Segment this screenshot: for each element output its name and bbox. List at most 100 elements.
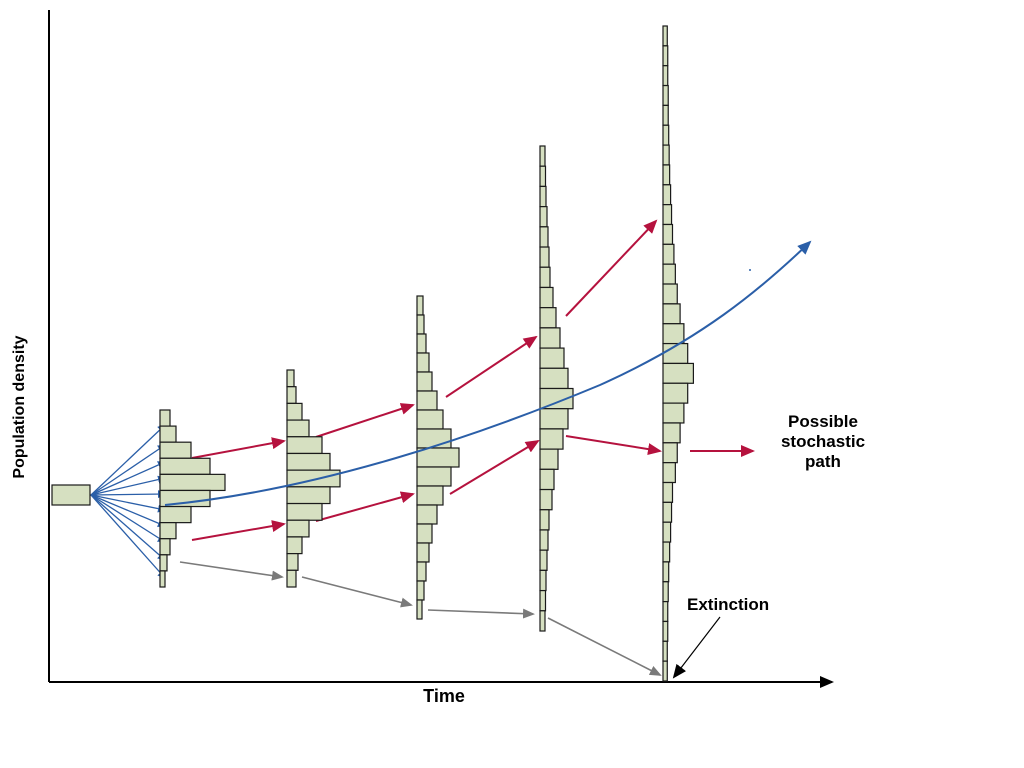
histogram-bar <box>662 541 671 563</box>
histogram-bar <box>286 386 297 404</box>
extinction-label: Extinction <box>687 595 769 614</box>
fan-arrow <box>90 494 166 543</box>
histogram-bar <box>416 333 427 354</box>
histogram-bar <box>662 45 669 67</box>
fan-arrow <box>90 461 166 496</box>
histogram-bar <box>286 452 331 471</box>
histogram-bar <box>286 419 310 438</box>
histogram-1 <box>51 484 91 506</box>
histogram-bar <box>416 466 452 487</box>
red-arrow <box>191 437 286 459</box>
histogram-bar <box>539 488 553 511</box>
fan-arrows <box>90 424 166 579</box>
possible-path-label-line2: stochastic <box>781 432 865 451</box>
histogram-bar <box>539 408 569 430</box>
histogram-bar <box>159 457 211 475</box>
histogram-bar <box>539 246 550 268</box>
histogram-bar <box>416 504 438 525</box>
dot-marker <box>749 269 751 271</box>
histogram-bar <box>51 484 91 506</box>
histogram-bar <box>539 165 547 188</box>
possible-path-label-line3: path <box>805 452 841 471</box>
fan-arrow <box>90 494 166 527</box>
histograms <box>51 25 694 682</box>
histogram-3 <box>286 369 341 588</box>
histogram-bar <box>539 529 549 551</box>
histogram-bar <box>662 640 668 662</box>
histogram-bar <box>662 104 669 126</box>
histogram-bar <box>539 509 550 531</box>
gray-arrow <box>301 576 413 608</box>
red-arrow <box>445 335 538 398</box>
histogram-bar <box>662 501 673 523</box>
histogram-bar <box>416 390 438 411</box>
red-arrow <box>191 520 286 541</box>
histogram-bar <box>662 144 670 166</box>
histogram-bar <box>416 352 430 373</box>
histogram-bar <box>539 286 554 309</box>
histogram-bar <box>286 436 323 455</box>
histogram-bar <box>159 409 171 427</box>
fan-arrow <box>90 490 166 499</box>
histogram-bar <box>159 505 192 524</box>
histogram-bar <box>662 243 675 265</box>
histogram-bar <box>286 402 303 421</box>
histogram-bar <box>662 303 681 325</box>
histogram-bar <box>662 620 669 642</box>
possible-path-label-line1: Possible <box>788 412 858 431</box>
histogram-bar <box>286 536 303 555</box>
histogram-bar <box>662 601 669 623</box>
histogram-bar <box>539 589 547 612</box>
histogram-bar <box>662 521 672 543</box>
histogram-bar <box>159 473 226 492</box>
histogram-bar <box>662 164 671 186</box>
histogram-bar <box>662 84 669 106</box>
mean-path-curve <box>164 240 812 506</box>
histogram-bar <box>662 422 681 444</box>
histogram-bar <box>662 25 668 47</box>
histogram-5 <box>539 145 574 632</box>
histogram-bar <box>159 554 168 572</box>
histogram-bar <box>286 486 331 505</box>
red-arrow <box>449 439 540 495</box>
histogram-bar <box>539 549 548 571</box>
histogram-bar <box>539 307 557 329</box>
histogram-bar <box>416 314 425 335</box>
histogram-bar <box>662 283 678 305</box>
histogram-bar <box>662 462 676 484</box>
red-arrow <box>565 435 662 456</box>
histogram-bar <box>662 204 673 226</box>
histogram-bar <box>662 442 678 464</box>
histogram-bar <box>159 522 177 540</box>
histogram-bar <box>286 569 297 588</box>
histogram-bar <box>662 184 672 206</box>
x-axis-label: Time <box>423 686 465 706</box>
histogram-4 <box>416 295 460 620</box>
histogram-2 <box>159 409 226 588</box>
histogram-bar <box>159 570 166 588</box>
histogram-bar <box>539 610 546 632</box>
histogram-6 <box>662 25 694 682</box>
histogram-bar <box>539 226 549 248</box>
histogram-bar <box>159 425 177 443</box>
histogram-bar <box>416 599 423 620</box>
histogram-bar <box>662 481 674 503</box>
histogram-bar <box>662 65 669 87</box>
fan-arrow <box>90 494 166 513</box>
y-axis-label: Population density <box>11 335 28 478</box>
histogram-bar <box>662 382 689 404</box>
histogram-bar <box>286 369 295 388</box>
histogram-bar <box>286 502 323 521</box>
histogram-bar <box>539 448 559 470</box>
histogram-bar <box>416 542 430 563</box>
red-arrow <box>315 403 415 438</box>
fan-arrow <box>90 494 166 561</box>
histogram-bar <box>662 561 670 583</box>
histogram-bar <box>416 409 444 430</box>
histogram-bar <box>539 347 565 369</box>
fan-arrow <box>90 475 166 496</box>
red-arrow <box>315 491 415 522</box>
extinction-pointer <box>672 616 721 679</box>
histogram-bar <box>159 538 171 556</box>
histogram-bar <box>416 295 424 316</box>
